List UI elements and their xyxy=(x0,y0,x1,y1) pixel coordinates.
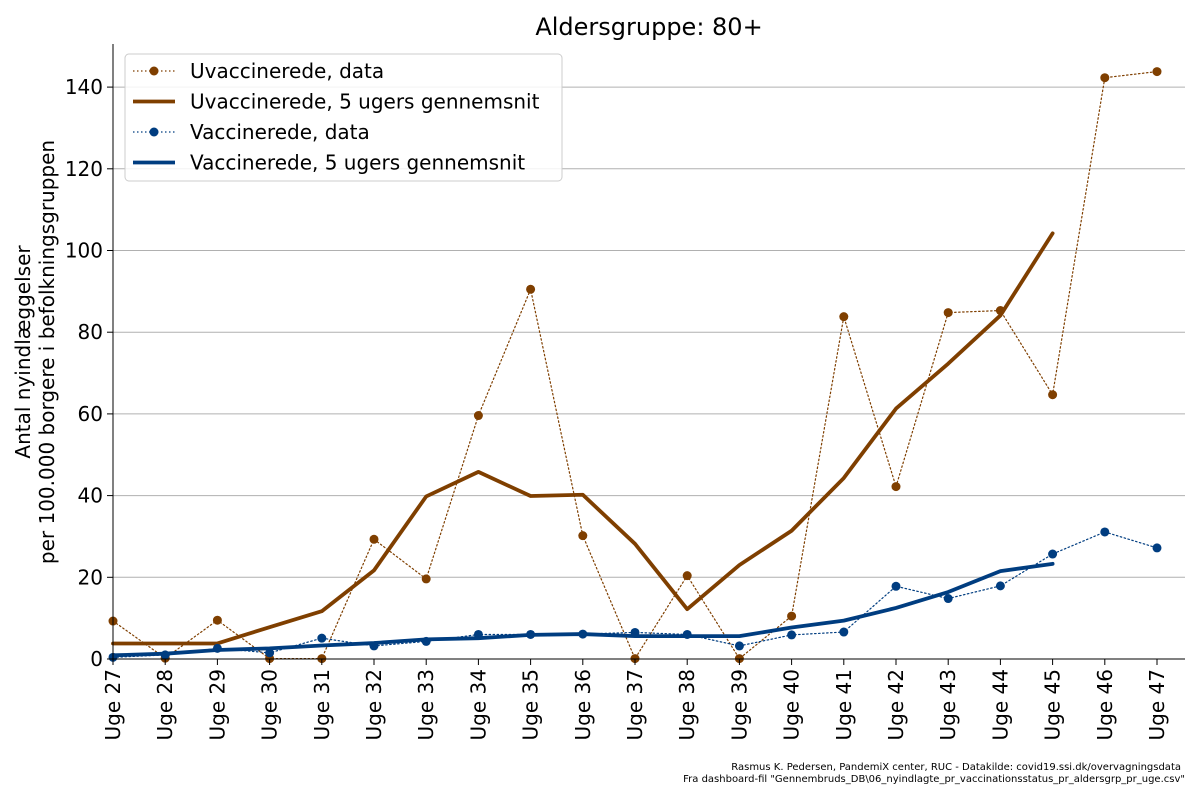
x-tick-label: Uge 43 xyxy=(936,669,960,740)
data-point xyxy=(421,574,431,584)
chart-title: Aldersgruppe: 80+ xyxy=(535,13,762,41)
data-point xyxy=(1048,549,1058,559)
series-vaccinerede-5-ugers-gennemsnit xyxy=(111,561,1055,658)
data-point xyxy=(578,531,588,541)
data-point xyxy=(473,411,483,421)
y-tick-label: 140 xyxy=(65,75,103,99)
credit-line-1: Rasmus K. Pedersen, PandemiX center, RUC… xyxy=(731,762,1181,773)
x-tick-label: Uge 47 xyxy=(1145,669,1169,740)
y-axis-label-line1: Antal nyindlæggelser xyxy=(11,245,35,459)
y-tick-label: 120 xyxy=(65,157,103,181)
x-tick-label: Uge 45 xyxy=(1041,669,1065,740)
data-point xyxy=(891,581,901,591)
x-tick-label: Uge 27 xyxy=(101,669,125,740)
x-tick-label: Uge 36 xyxy=(571,669,595,740)
x-tick-label: Uge 42 xyxy=(884,669,908,740)
data-point xyxy=(995,581,1005,591)
x-tick-label: Uge 32 xyxy=(362,669,386,740)
data-point xyxy=(1152,543,1162,553)
data-point xyxy=(1048,390,1058,400)
series-line xyxy=(112,70,1158,660)
x-tick-label: Uge 41 xyxy=(832,669,856,740)
series-uvaccinerede-5-ugers-gennemsnit xyxy=(111,231,1055,646)
data-point xyxy=(787,611,797,621)
data-point xyxy=(943,308,953,318)
legend-box xyxy=(124,53,563,182)
x-tick-label: Uge 37 xyxy=(623,669,647,740)
data-point xyxy=(212,615,222,625)
x-tick-label: Uge 46 xyxy=(1093,669,1117,740)
legend-entry: Uvaccinerede, data xyxy=(190,59,384,83)
x-ticks: Uge 27 Uge 28 Uge 29 Uge 30 Uge 31 Uge 32 Uge … xyxy=(101,659,1169,740)
y-axis-label-line2: per 100.000 borgere i befolkningsgruppen xyxy=(35,140,59,564)
legend-marker xyxy=(149,66,159,76)
x-tick-label: Uge 35 xyxy=(519,669,543,740)
data-point xyxy=(734,641,744,651)
series-line xyxy=(111,231,1055,646)
data-point xyxy=(682,571,692,581)
data-point xyxy=(839,627,849,637)
series-line xyxy=(112,531,1158,658)
data-point xyxy=(943,594,953,604)
y-ticks: 0 20 40 60 80 100 120 140 xyxy=(65,75,113,671)
x-tick-label: Uge 40 xyxy=(780,669,804,740)
x-tick-label: Uge 34 xyxy=(466,669,490,740)
data-point xyxy=(1100,73,1110,83)
data-point xyxy=(265,648,275,658)
y-tick-label: 20 xyxy=(78,565,103,589)
y-tick-label: 40 xyxy=(78,484,103,508)
y-tick-label: 0 xyxy=(90,647,103,671)
x-tick-label: Uge 38 xyxy=(675,669,699,740)
series-vaccinerede-data xyxy=(108,527,1162,662)
series-line xyxy=(111,561,1055,658)
data-point xyxy=(526,284,536,294)
y-tick-label: 100 xyxy=(65,239,103,263)
legend-marker xyxy=(149,127,159,137)
x-tick-label: Uge 28 xyxy=(153,669,177,740)
data-point xyxy=(787,630,797,640)
legend-entry: Vaccinerede, data xyxy=(190,120,370,144)
x-tick-label: Uge 44 xyxy=(988,669,1012,740)
x-tick-label: Uge 30 xyxy=(258,669,282,740)
legend-entry: Vaccinerede, 5 ugers gennemsnit xyxy=(190,151,525,175)
x-tick-label: Uge 39 xyxy=(727,669,751,740)
credit-line-2: Fra dashboard-fil "Gennembruds_DB\06_nyi… xyxy=(683,774,1185,785)
y-tick-label: 60 xyxy=(78,402,103,426)
y-tick-label: 80 xyxy=(78,320,103,344)
data-point xyxy=(891,482,901,492)
data-point xyxy=(839,312,849,322)
x-tick-label: Uge 31 xyxy=(310,669,334,740)
data-point xyxy=(1100,527,1110,537)
x-tick-label: Uge 33 xyxy=(414,669,438,740)
legend-entry: Uvaccinerede, 5 ugers gennemsnit xyxy=(190,90,540,114)
data-point xyxy=(317,633,327,643)
data-point xyxy=(369,534,379,544)
legend: Uvaccinerede, data Uvaccinerede, 5 ugers … xyxy=(124,53,563,182)
x-tick-label: Uge 29 xyxy=(205,669,229,740)
data-point xyxy=(1152,67,1162,77)
